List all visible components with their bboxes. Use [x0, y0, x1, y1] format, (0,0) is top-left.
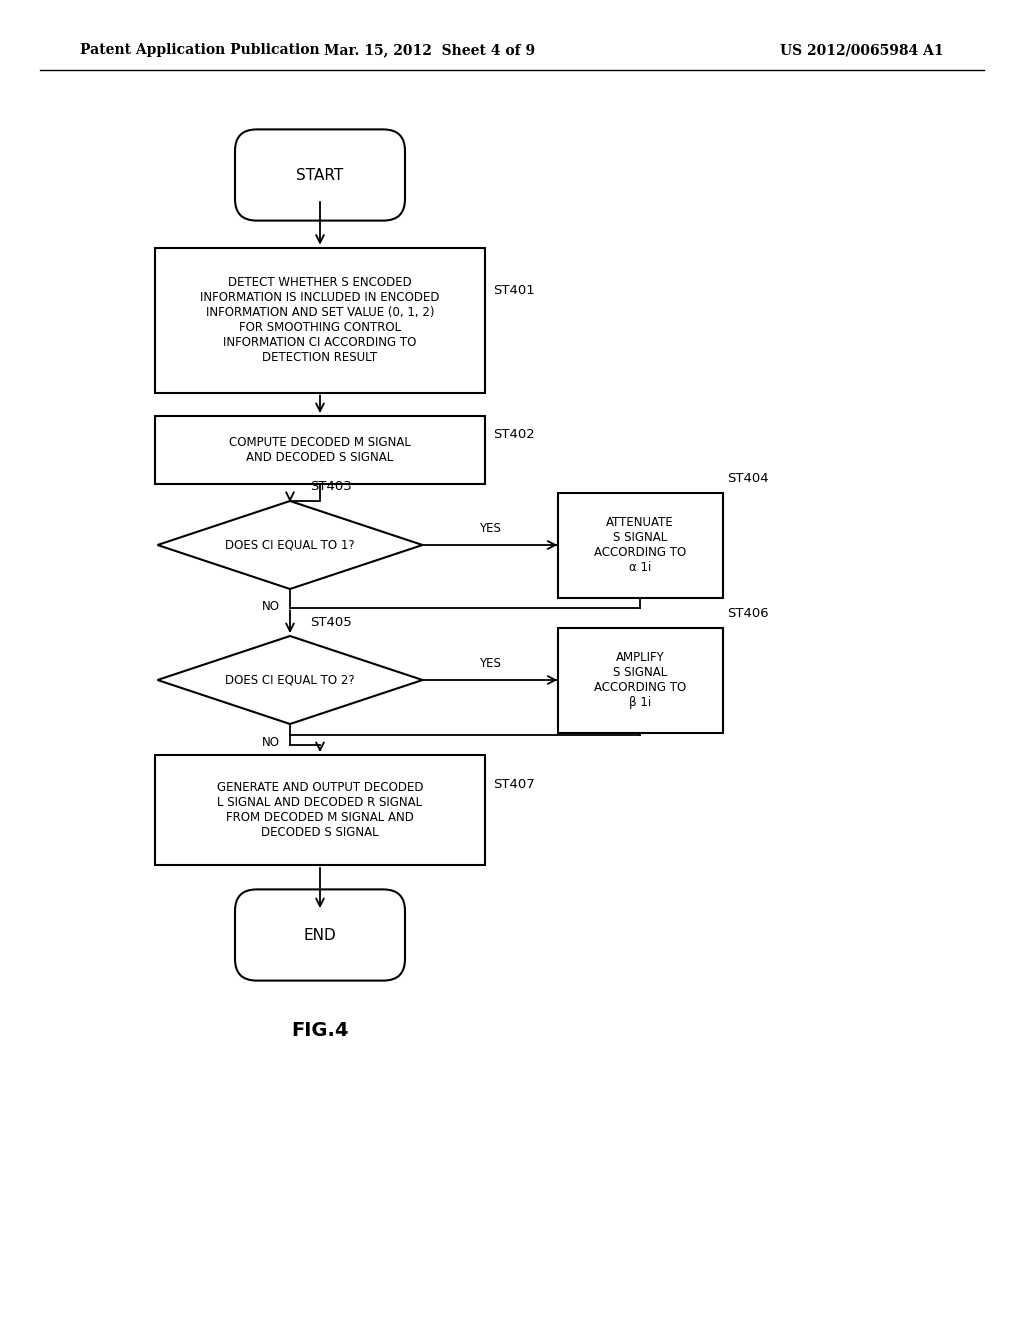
Bar: [155, 248, 485, 392]
Text: US 2012/0065984 A1: US 2012/0065984 A1: [780, 44, 944, 57]
Text: Mar. 15, 2012  Sheet 4 of 9: Mar. 15, 2012 Sheet 4 of 9: [325, 44, 536, 57]
Text: ST406: ST406: [727, 607, 769, 620]
Text: DETECT WHETHER S ENCODED
INFORMATION IS INCLUDED IN ENCODED
INFORMATION AND SET : DETECT WHETHER S ENCODED INFORMATION IS …: [201, 276, 439, 364]
Bar: [155, 416, 485, 484]
Text: Patent Application Publication: Patent Application Publication: [80, 44, 319, 57]
Bar: [557, 627, 723, 733]
Text: AMPLIFY
S SIGNAL
ACCORDING TO
β 1i: AMPLIFY S SIGNAL ACCORDING TO β 1i: [594, 651, 686, 709]
Text: COMPUTE DECODED M SIGNAL
AND DECODED S SIGNAL: COMPUTE DECODED M SIGNAL AND DECODED S S…: [229, 436, 411, 465]
Text: ATTENUATE
S SIGNAL
ACCORDING TO
α 1i: ATTENUATE S SIGNAL ACCORDING TO α 1i: [594, 516, 686, 574]
Text: ST401: ST401: [493, 284, 535, 297]
Text: FIG.4: FIG.4: [291, 1020, 349, 1040]
Text: DOES CI EQUAL TO 2?: DOES CI EQUAL TO 2?: [225, 673, 354, 686]
Bar: [557, 492, 723, 598]
Polygon shape: [158, 502, 423, 589]
Text: START: START: [296, 168, 344, 182]
Text: DOES CI EQUAL TO 1?: DOES CI EQUAL TO 1?: [225, 539, 354, 552]
Polygon shape: [158, 636, 423, 723]
Text: YES: YES: [479, 521, 501, 535]
FancyBboxPatch shape: [234, 890, 406, 981]
Text: NO: NO: [262, 601, 280, 614]
Bar: [155, 755, 485, 865]
Text: NO: NO: [262, 735, 280, 748]
Text: ST402: ST402: [493, 429, 535, 441]
Text: GENERATE AND OUTPUT DECODED
L SIGNAL AND DECODED R SIGNAL
FROM DECODED M SIGNAL : GENERATE AND OUTPUT DECODED L SIGNAL AND…: [217, 781, 423, 840]
Text: ST405: ST405: [310, 615, 352, 628]
Text: ST407: ST407: [493, 779, 535, 792]
FancyBboxPatch shape: [234, 129, 406, 220]
Text: YES: YES: [479, 657, 501, 671]
Text: ST403: ST403: [310, 480, 352, 494]
Text: ST404: ST404: [727, 473, 769, 484]
Text: END: END: [304, 928, 336, 942]
